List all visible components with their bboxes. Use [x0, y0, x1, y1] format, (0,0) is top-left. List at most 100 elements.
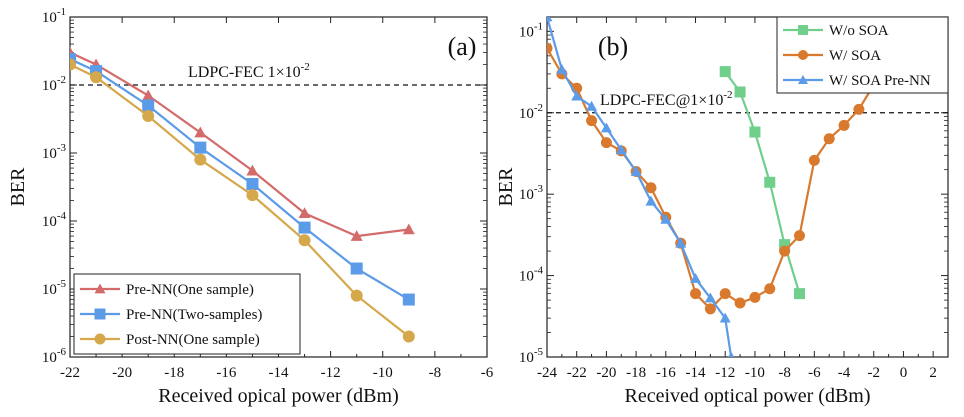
data-point [586, 115, 598, 127]
data-point [615, 144, 627, 155]
data-point [600, 137, 612, 149]
y-tick-label: 10-2 [519, 102, 543, 122]
x-tick-label: -14 [269, 365, 289, 381]
y-axis-label: BER [7, 167, 29, 207]
y-axis-label: BER [495, 167, 517, 207]
data-point [793, 230, 805, 242]
data-point [793, 288, 805, 300]
series-line-2 [547, 17, 733, 357]
data-point [298, 234, 311, 247]
data-point [764, 283, 776, 295]
data-point [764, 176, 776, 188]
legend-label: Post-NN(One sample) [126, 332, 260, 348]
data-point [704, 292, 716, 303]
x-tick-label: -12 [715, 365, 735, 381]
series-line-0 [70, 51, 409, 238]
x-tick-label: -16 [216, 365, 236, 381]
x-tick-label: -20 [112, 365, 132, 381]
x-tick-label: 0 [900, 365, 908, 381]
data-point [246, 178, 259, 191]
data-point [645, 195, 657, 206]
legend-marker [94, 283, 106, 294]
data-point [704, 303, 716, 315]
legend-label: W/ SOA Pre-NN [829, 73, 931, 89]
plot-frame [546, 16, 949, 358]
x-tick-label: -6 [808, 365, 821, 381]
data-point [586, 100, 598, 111]
data-point [823, 133, 835, 145]
data-point [660, 213, 672, 224]
data-point [690, 273, 702, 283]
data-point [194, 153, 207, 166]
data-point [719, 66, 731, 78]
data-point [402, 293, 415, 306]
data-point [350, 230, 363, 241]
x-tick-label: -4 [838, 365, 851, 381]
data-point [298, 221, 311, 234]
fec-threshold-label: LDPC-FEC 1×10-2 [188, 61, 310, 81]
data-point [70, 58, 76, 71]
data-point [719, 312, 731, 323]
y-tick-label: 10-4 [42, 210, 67, 230]
legend-label: Pre-NN(One sample) [126, 282, 254, 298]
data-point [749, 291, 761, 303]
x-tick-label: -8 [429, 365, 442, 381]
data-point [853, 103, 865, 115]
x-tick-label: -24 [537, 365, 557, 381]
data-point [194, 126, 207, 138]
series-line-0 [724, 70, 801, 294]
data-point [728, 351, 735, 357]
chart-panel-a: -22 -20 -18 -16 -14 -12 -10 -8 -6 10-6 10-5 10-4 10-… [7, 6, 494, 407]
series-layer [547, 17, 880, 357]
data-point [547, 17, 553, 22]
x-tick-label: -10 [373, 365, 393, 381]
y-tick-label: 10-3 [519, 183, 544, 203]
data-point [779, 245, 791, 257]
legend-marker [798, 75, 808, 84]
x-tick-label: -20 [596, 365, 616, 381]
x-tick-label: 2 [929, 365, 937, 381]
data-point [350, 289, 363, 302]
chart-panel-b: -24 -22 -20 -18 -16 -14 -12 -10 -8 -6 -4 -2 0 210-510… [495, 16, 949, 407]
data-point [690, 288, 702, 300]
legend-marker [798, 50, 808, 60]
data-point [556, 63, 568, 74]
data-point [779, 239, 791, 251]
data-point [734, 297, 746, 309]
data-point [246, 164, 259, 176]
x-tick-label: -18 [164, 365, 184, 381]
data-point [645, 182, 657, 194]
y-tick-label: 10-6 [42, 346, 67, 366]
data-point [630, 165, 642, 176]
legend-label: W/o SOA [829, 23, 889, 39]
data-point [194, 141, 207, 154]
data-point [402, 223, 415, 235]
data-point [675, 237, 687, 248]
data-point [142, 99, 155, 112]
x-axis-label: Received optical power (dBm) [624, 385, 870, 407]
data-point [142, 89, 155, 101]
y-tick-label: 10-1 [519, 20, 543, 40]
data-point [600, 122, 612, 133]
series-layer [70, 46, 415, 343]
x-tick-label: -10 [745, 365, 765, 381]
x-tick-label: -22 [567, 365, 587, 381]
data-point [734, 86, 746, 98]
y-tick-label: 10-2 [42, 74, 66, 94]
data-point [808, 154, 820, 166]
fec-threshold-label: LDPC-FEC@1×10-2 [600, 89, 733, 109]
legend-label: Pre-NN(Two-samples) [126, 307, 262, 323]
x-axis-label: Received opical power (dBm) [158, 385, 398, 407]
x-tick-label: -12 [321, 365, 341, 381]
x-tick-label: -8 [778, 365, 791, 381]
data-point [298, 207, 311, 219]
x-tick-label: -14 [686, 365, 706, 381]
x-tick-label: -22 [60, 365, 80, 381]
data-point [350, 262, 363, 275]
data-point [142, 110, 155, 123]
data-point [402, 330, 415, 343]
data-point [547, 42, 553, 54]
data-point [70, 53, 76, 66]
panel-tag: (a) [448, 32, 477, 61]
